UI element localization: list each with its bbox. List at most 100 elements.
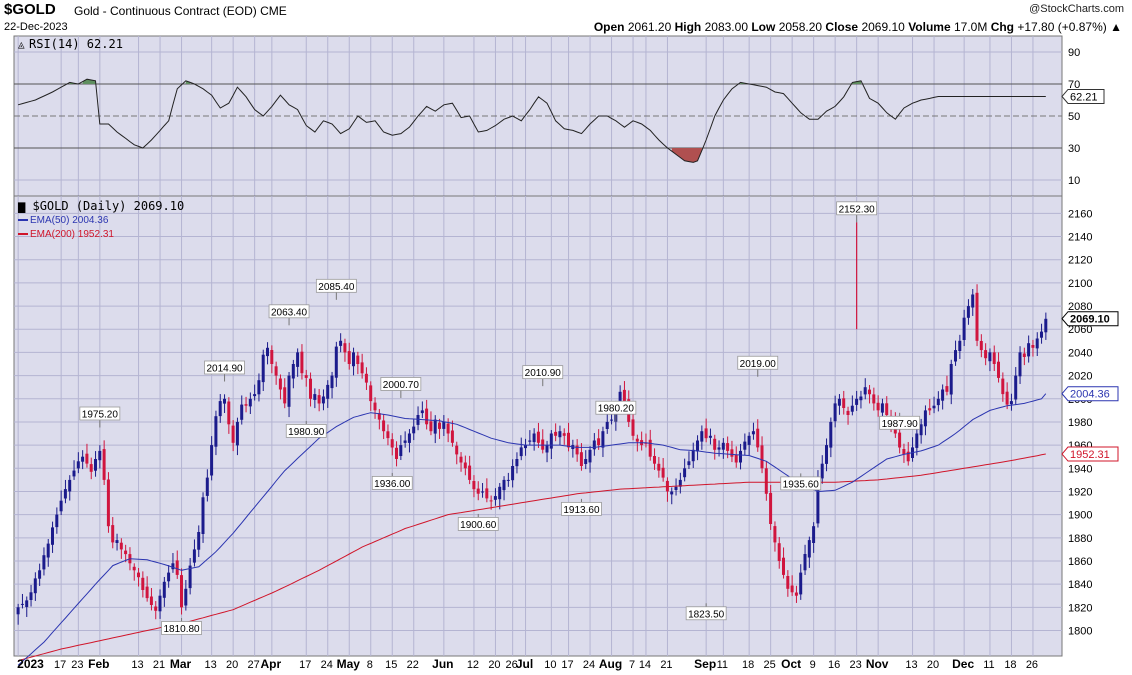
close-label: Close [825, 20, 859, 34]
candle-body [678, 479, 682, 487]
x-tick-label: 11 [983, 659, 994, 671]
candle-body [515, 459, 519, 467]
candle-body [670, 491, 674, 495]
candle-body [25, 600, 29, 607]
price-title: $GOLD (Daily) 2069.10 [32, 199, 184, 213]
price-tick-label: 2120 [1068, 255, 1092, 267]
candle-body [511, 466, 515, 481]
candle-body [137, 572, 140, 578]
annotation-box [268, 304, 310, 319]
candle-body [756, 428, 760, 448]
candle-body [730, 449, 734, 457]
candle-body [102, 449, 106, 480]
high-label: High [674, 20, 702, 34]
annotation-label: 2063.40 [271, 307, 308, 318]
candle-body [872, 394, 876, 404]
candle-body [438, 422, 441, 429]
candle-body [932, 405, 936, 409]
x-tick-label: 25 [764, 659, 776, 671]
ema50-last-value-label: 2004.36 [1070, 389, 1110, 401]
annotation-box [737, 355, 779, 370]
candle-body [278, 378, 282, 390]
candle-body [167, 572, 171, 582]
x-tick-label: 11 [717, 659, 728, 671]
candle-body [786, 576, 790, 589]
candle-body [274, 366, 278, 376]
candle-body [283, 387, 287, 404]
price-tick-label: 2060 [1068, 324, 1092, 336]
x-tick-label: 24 [321, 659, 333, 671]
price-legend: ▆ $GOLD (Daily) 2069.10 EMA(50) 2004.36 … [17, 199, 184, 240]
candle-body [468, 465, 472, 480]
x-tick-label: Feb [88, 657, 109, 671]
candle-body [231, 425, 235, 443]
annotation-box [285, 424, 327, 438]
candle-body [51, 527, 54, 545]
x-tick-label: 20 [488, 659, 500, 671]
candle-body [1040, 331, 1043, 338]
annotation-box [204, 360, 245, 375]
candle-body [584, 459, 588, 464]
candle-body [773, 526, 777, 543]
high-value: 2083.00 [704, 20, 748, 34]
candle-body [975, 292, 979, 341]
candle-body [524, 445, 527, 449]
annotation-label: 1935.60 [783, 479, 820, 490]
x-tick-label: 20 [927, 659, 939, 671]
candle-body [270, 350, 274, 364]
x-tick-label: May [337, 657, 361, 671]
candle-body [253, 394, 257, 397]
x-tick-label: 18 [742, 659, 754, 671]
candle-body [412, 426, 416, 434]
x-tick-label: Aug [599, 657, 622, 671]
x-tick-label: 17 [299, 659, 311, 671]
candle-body [218, 401, 222, 417]
annotation-label: 1975.20 [82, 410, 119, 421]
annotation-label: 1913.60 [563, 505, 600, 516]
candle-body [622, 389, 626, 402]
candle-body [38, 570, 42, 579]
candle-body [1009, 401, 1013, 405]
candle-body [739, 450, 742, 463]
price-last-value-label: 2069.10 [1070, 314, 1110, 326]
price-tick-label: 2080 [1068, 301, 1092, 313]
rsi-title: RSI(14) 62.21 [29, 37, 123, 51]
candle-body [192, 549, 196, 563]
candle-body [455, 445, 459, 455]
candle-body [708, 435, 712, 438]
annotation-box [380, 377, 422, 391]
candle-body [743, 441, 747, 450]
annotation-label: 2152.30 [839, 204, 876, 215]
candle-body [343, 343, 347, 353]
candle-body [868, 389, 871, 395]
candle-body [721, 442, 725, 450]
x-tick-label: 23 [850, 659, 862, 671]
candle-body [820, 463, 824, 479]
candle-body [833, 403, 837, 422]
candle-body [266, 347, 269, 357]
candle-body [850, 405, 854, 412]
candle-body [799, 572, 803, 595]
candle-body [597, 438, 601, 446]
candle-body [407, 433, 411, 443]
chg-label: Chg [990, 20, 1015, 34]
annotation-label: 1980.20 [598, 404, 635, 415]
x-tick-label: Jul [516, 657, 533, 671]
chart-date: 22-Dec-2023 [4, 21, 68, 33]
x-tick-label: Nov [866, 657, 889, 671]
candle-body [713, 438, 717, 450]
candle-body [106, 479, 110, 527]
candle-body [915, 433, 919, 448]
candle-body [472, 481, 476, 490]
rsi-tick-label: 70 [1068, 79, 1080, 91]
annotation-box [522, 365, 564, 380]
candle-body [549, 433, 553, 449]
price-tick-label: 2040 [1068, 347, 1092, 359]
candle-body [928, 408, 932, 411]
candle-body [498, 486, 502, 500]
candle-body [1022, 353, 1026, 357]
copyright-text: @StockCharts.com [1029, 3, 1124, 15]
candle-body [825, 445, 828, 464]
candle-body [992, 352, 996, 364]
rsi-line [17, 78, 1046, 163]
